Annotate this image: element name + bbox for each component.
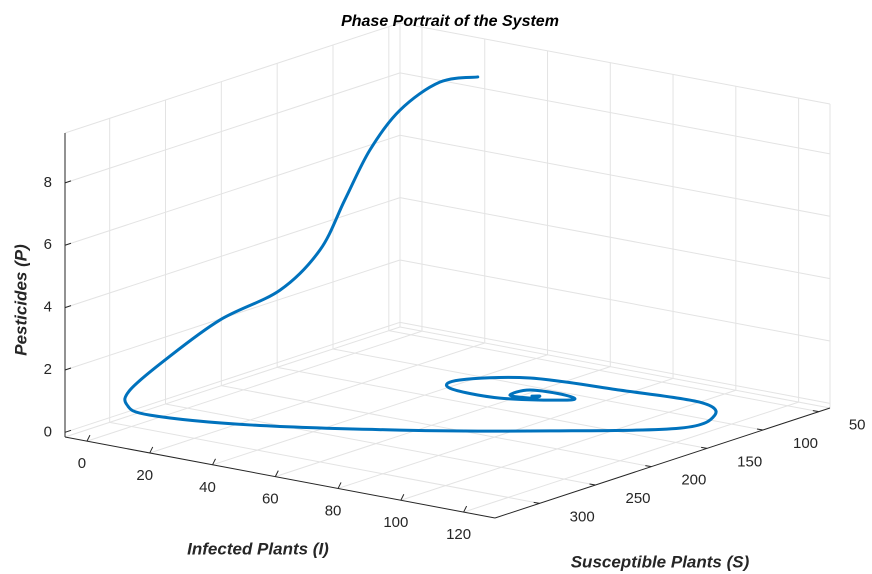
grid-line <box>64 197 401 309</box>
grid-line <box>221 385 652 468</box>
y-axis-line <box>494 407 831 519</box>
y-tick <box>589 483 596 486</box>
x-tick-label: 0 <box>78 455 86 472</box>
chart-title: Phase Portrait of the System <box>341 13 559 30</box>
grid-line <box>64 321 401 433</box>
grid-line <box>109 421 540 504</box>
grid-line <box>275 366 611 478</box>
x-axis-label: Infected Plants (I) <box>187 539 329 558</box>
x-axis-line <box>64 436 496 519</box>
grid <box>64 22 831 513</box>
y-tick-label: 250 <box>626 490 651 507</box>
x-tick <box>400 494 405 501</box>
grid-line <box>64 72 401 184</box>
x-tick <box>337 482 342 489</box>
z-tick-label: 6 <box>44 236 52 253</box>
y-tick <box>533 501 540 504</box>
grid-line <box>399 259 831 342</box>
x-tick <box>149 446 154 454</box>
z-tick <box>64 242 72 246</box>
trajectory <box>123 75 718 433</box>
x-tick-label: 20 <box>136 467 153 484</box>
y-tick <box>812 410 819 413</box>
y-tick-label: 300 <box>570 508 595 525</box>
y-axis-label: Susceptible Plants (S) <box>571 552 750 571</box>
box-edge <box>64 326 401 438</box>
grid-line <box>165 403 596 486</box>
x-tick-label: 80 <box>325 502 342 519</box>
grid-line <box>399 197 831 280</box>
x-tick <box>463 505 468 513</box>
box-edge <box>64 22 401 134</box>
grid-line <box>277 366 708 449</box>
grid-line <box>64 134 401 246</box>
z-axis-label: Pesticides (P) <box>11 244 30 356</box>
y-tick-label: 150 <box>737 453 762 470</box>
z-tick <box>64 367 72 371</box>
x-tick-label: 100 <box>383 514 408 531</box>
z-tick-label: 2 <box>44 361 52 378</box>
z-tick-label: 8 <box>44 174 52 191</box>
box-edge <box>399 326 831 409</box>
x-tick <box>274 470 279 477</box>
z-tick <box>64 180 72 184</box>
y-tick-label: 50 <box>849 417 866 434</box>
x-tick-label: 60 <box>262 491 279 508</box>
box-edge <box>399 22 831 105</box>
z-tick-label: 0 <box>44 423 52 440</box>
grid-line <box>86 330 423 442</box>
grid-line <box>388 330 819 413</box>
grid-line <box>463 401 799 513</box>
y-tick-label: 100 <box>793 435 818 452</box>
z-tick <box>64 305 72 309</box>
x-tick-label: 120 <box>446 526 471 543</box>
grid-line <box>399 72 831 155</box>
grid-line <box>149 342 485 454</box>
grid-line <box>399 321 831 404</box>
z-tick <box>64 429 72 433</box>
grid-line <box>212 354 548 466</box>
y-tick <box>756 428 764 431</box>
z-tick-label: 4 <box>44 299 52 316</box>
x-tick-label: 40 <box>199 479 216 496</box>
y-tick <box>645 465 652 468</box>
marks <box>123 75 718 433</box>
y-tick <box>701 446 708 449</box>
grid-line <box>332 348 764 431</box>
x-tick <box>212 458 216 466</box>
grid-line <box>337 377 674 489</box>
grid-line <box>399 134 831 217</box>
y-tick-label: 200 <box>681 472 706 489</box>
grid-line <box>400 389 736 501</box>
x-tick <box>86 434 91 442</box>
